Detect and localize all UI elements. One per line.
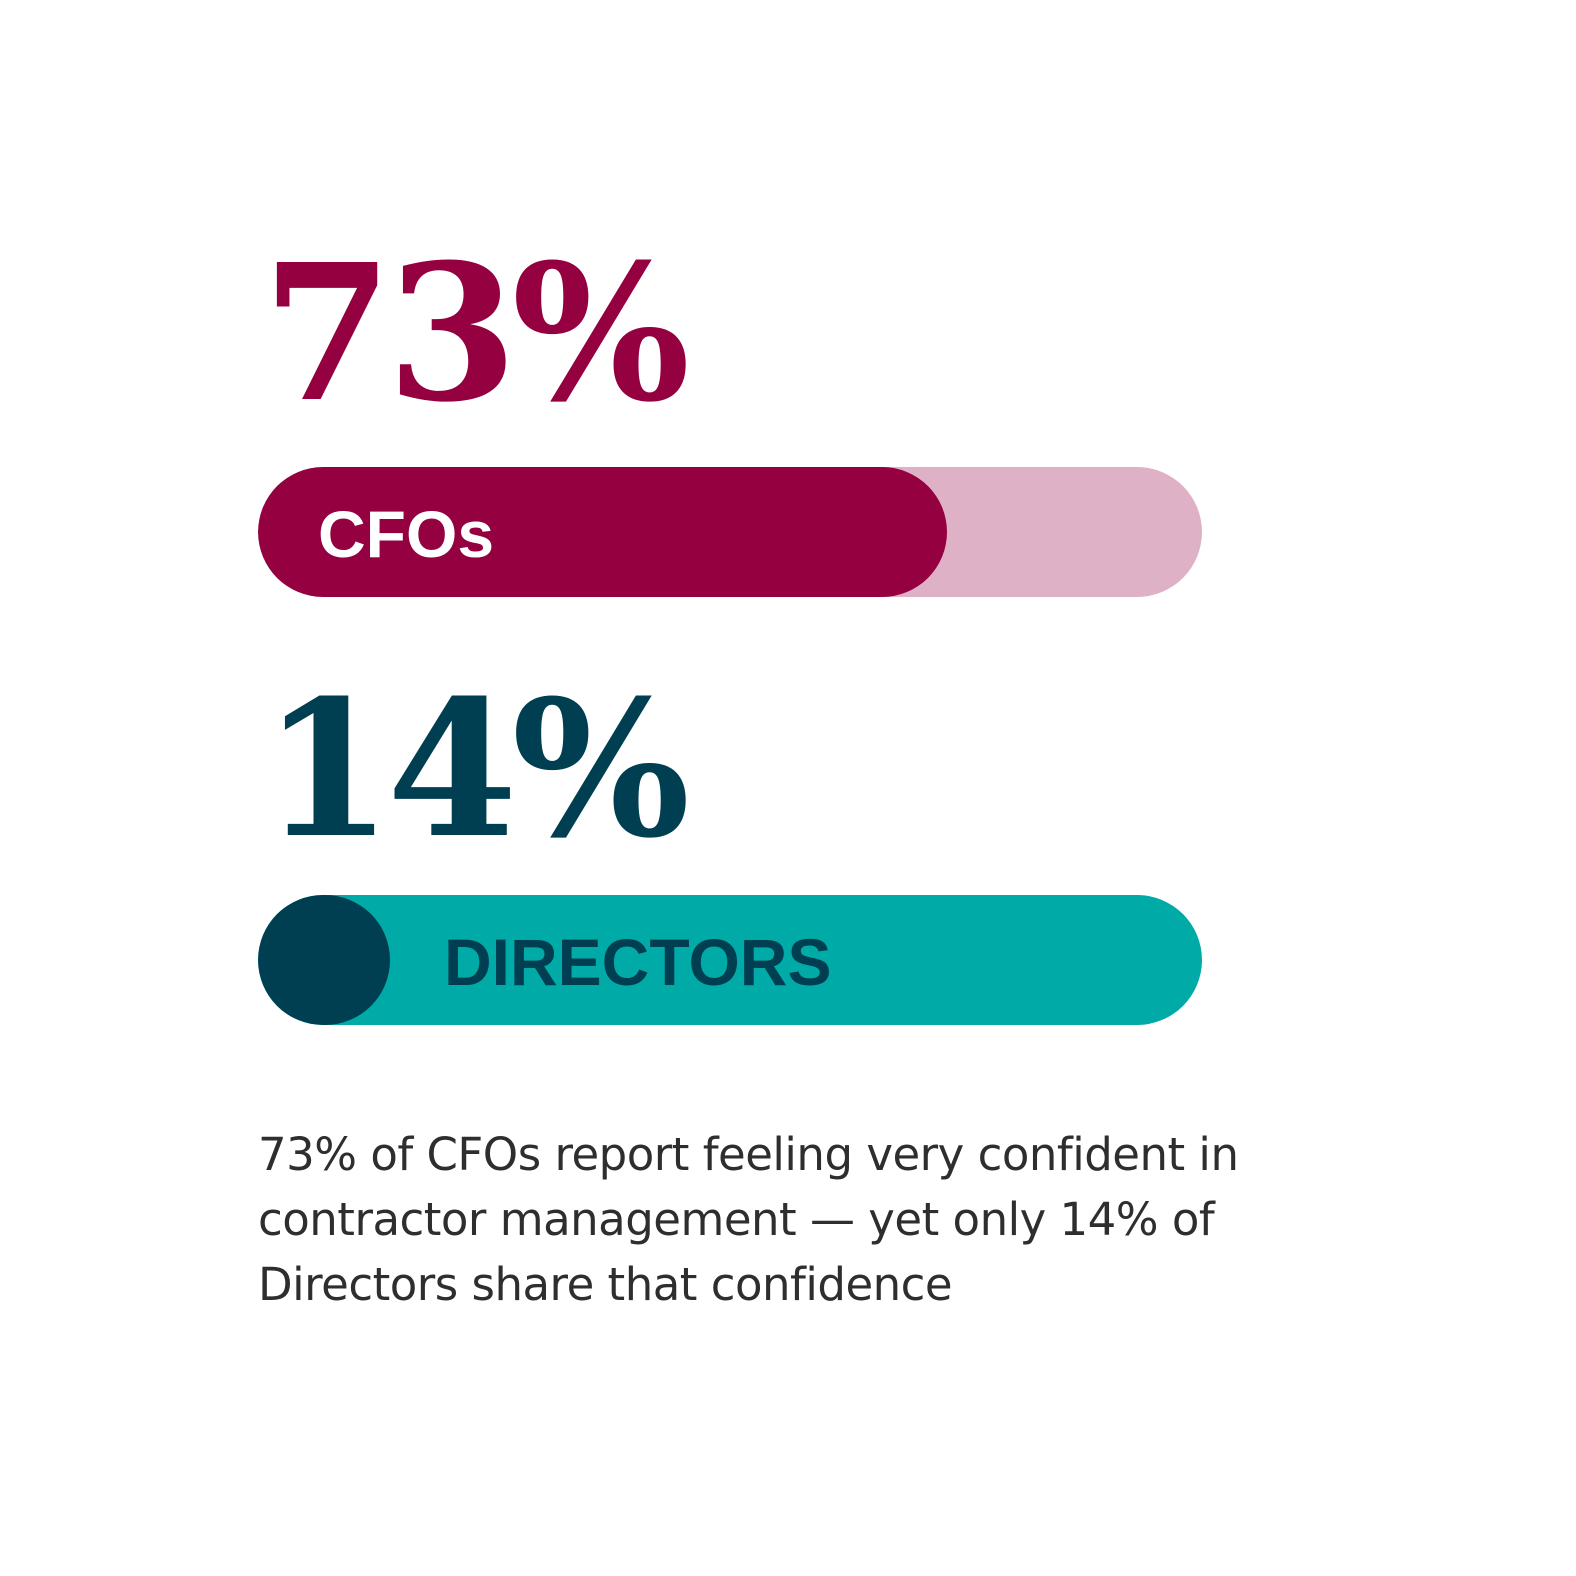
- cfo-percentage-value: 73%: [262, 223, 690, 444]
- directors-percentage-value: 14%: [262, 659, 690, 880]
- directors-bar-label: DIRECTORS: [444, 925, 832, 999]
- caption-text: 73% of CFOs report feeling very confiden…: [258, 1128, 1239, 1311]
- cfo-bar-track: CFOs: [258, 467, 1202, 597]
- cfo-bar-fill: [258, 467, 948, 597]
- directors-bar-track: DIRECTORS: [258, 895, 1202, 1025]
- directors-bar-fill: [258, 895, 391, 1025]
- cfo-bar-label: CFOs: [318, 497, 495, 571]
